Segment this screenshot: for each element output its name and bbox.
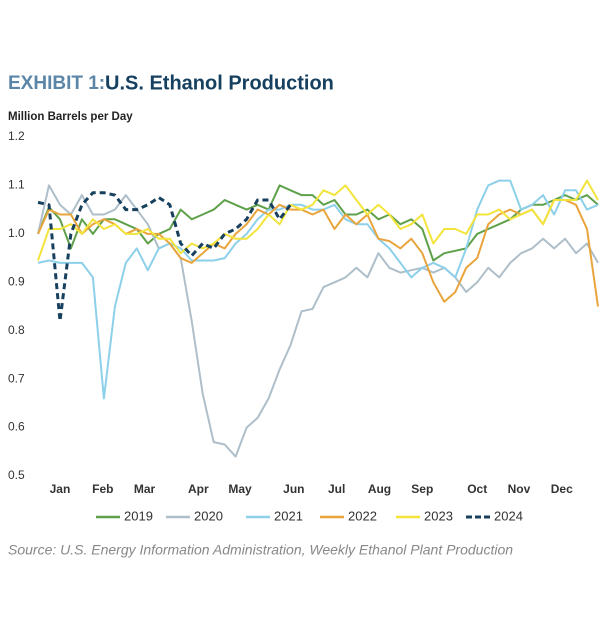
series-line xyxy=(37,179,599,400)
legend-label: 2022 xyxy=(348,508,377,523)
y-tick-label: 0.8 xyxy=(8,323,25,337)
y-tick-label: 0.5 xyxy=(8,468,25,482)
legend-label: 2019 xyxy=(124,508,153,523)
x-tick-label: Apr xyxy=(188,482,209,496)
chart-title: U.S. Ethanol Production xyxy=(105,72,334,94)
x-tick-label: Jul xyxy=(328,482,345,496)
x-tick-label: Aug xyxy=(368,482,391,496)
x-tick-label: Oct xyxy=(467,482,487,496)
series-line xyxy=(37,184,599,458)
y-tick-label: 0.7 xyxy=(8,371,25,385)
y-tick-label: 0.6 xyxy=(8,420,25,434)
x-tick-label: Mar xyxy=(134,482,156,496)
y-tick-label: 1.1 xyxy=(8,178,25,192)
y-tick-label: 1.2 xyxy=(8,129,25,143)
legend-label: 2024 xyxy=(494,508,523,523)
y-tick-label: 1.0 xyxy=(8,226,25,240)
title-prefix: EXHIBIT 1: xyxy=(8,73,105,94)
x-tick-label: Jun xyxy=(283,482,304,496)
legend-label: 2023 xyxy=(424,508,453,523)
series-line xyxy=(37,199,599,307)
x-tick-label: Feb xyxy=(92,482,113,496)
y-tick-label: 0.9 xyxy=(8,274,25,288)
legend-label: 2021 xyxy=(274,508,303,523)
x-tick-label: Jan xyxy=(50,482,71,496)
source-note: Source: U.S. Energy Information Administ… xyxy=(8,542,513,558)
x-tick-label: Nov xyxy=(508,482,531,496)
x-tick-label: Sep xyxy=(411,482,433,496)
legend-label: 2020 xyxy=(194,508,223,523)
x-tick-label: May xyxy=(228,482,252,496)
x-tick-label: Dec xyxy=(551,482,573,496)
series-line xyxy=(37,191,292,323)
series-line xyxy=(37,184,599,262)
series-line xyxy=(37,179,599,261)
y-axis-label: Million Barrels per Day xyxy=(8,111,133,123)
